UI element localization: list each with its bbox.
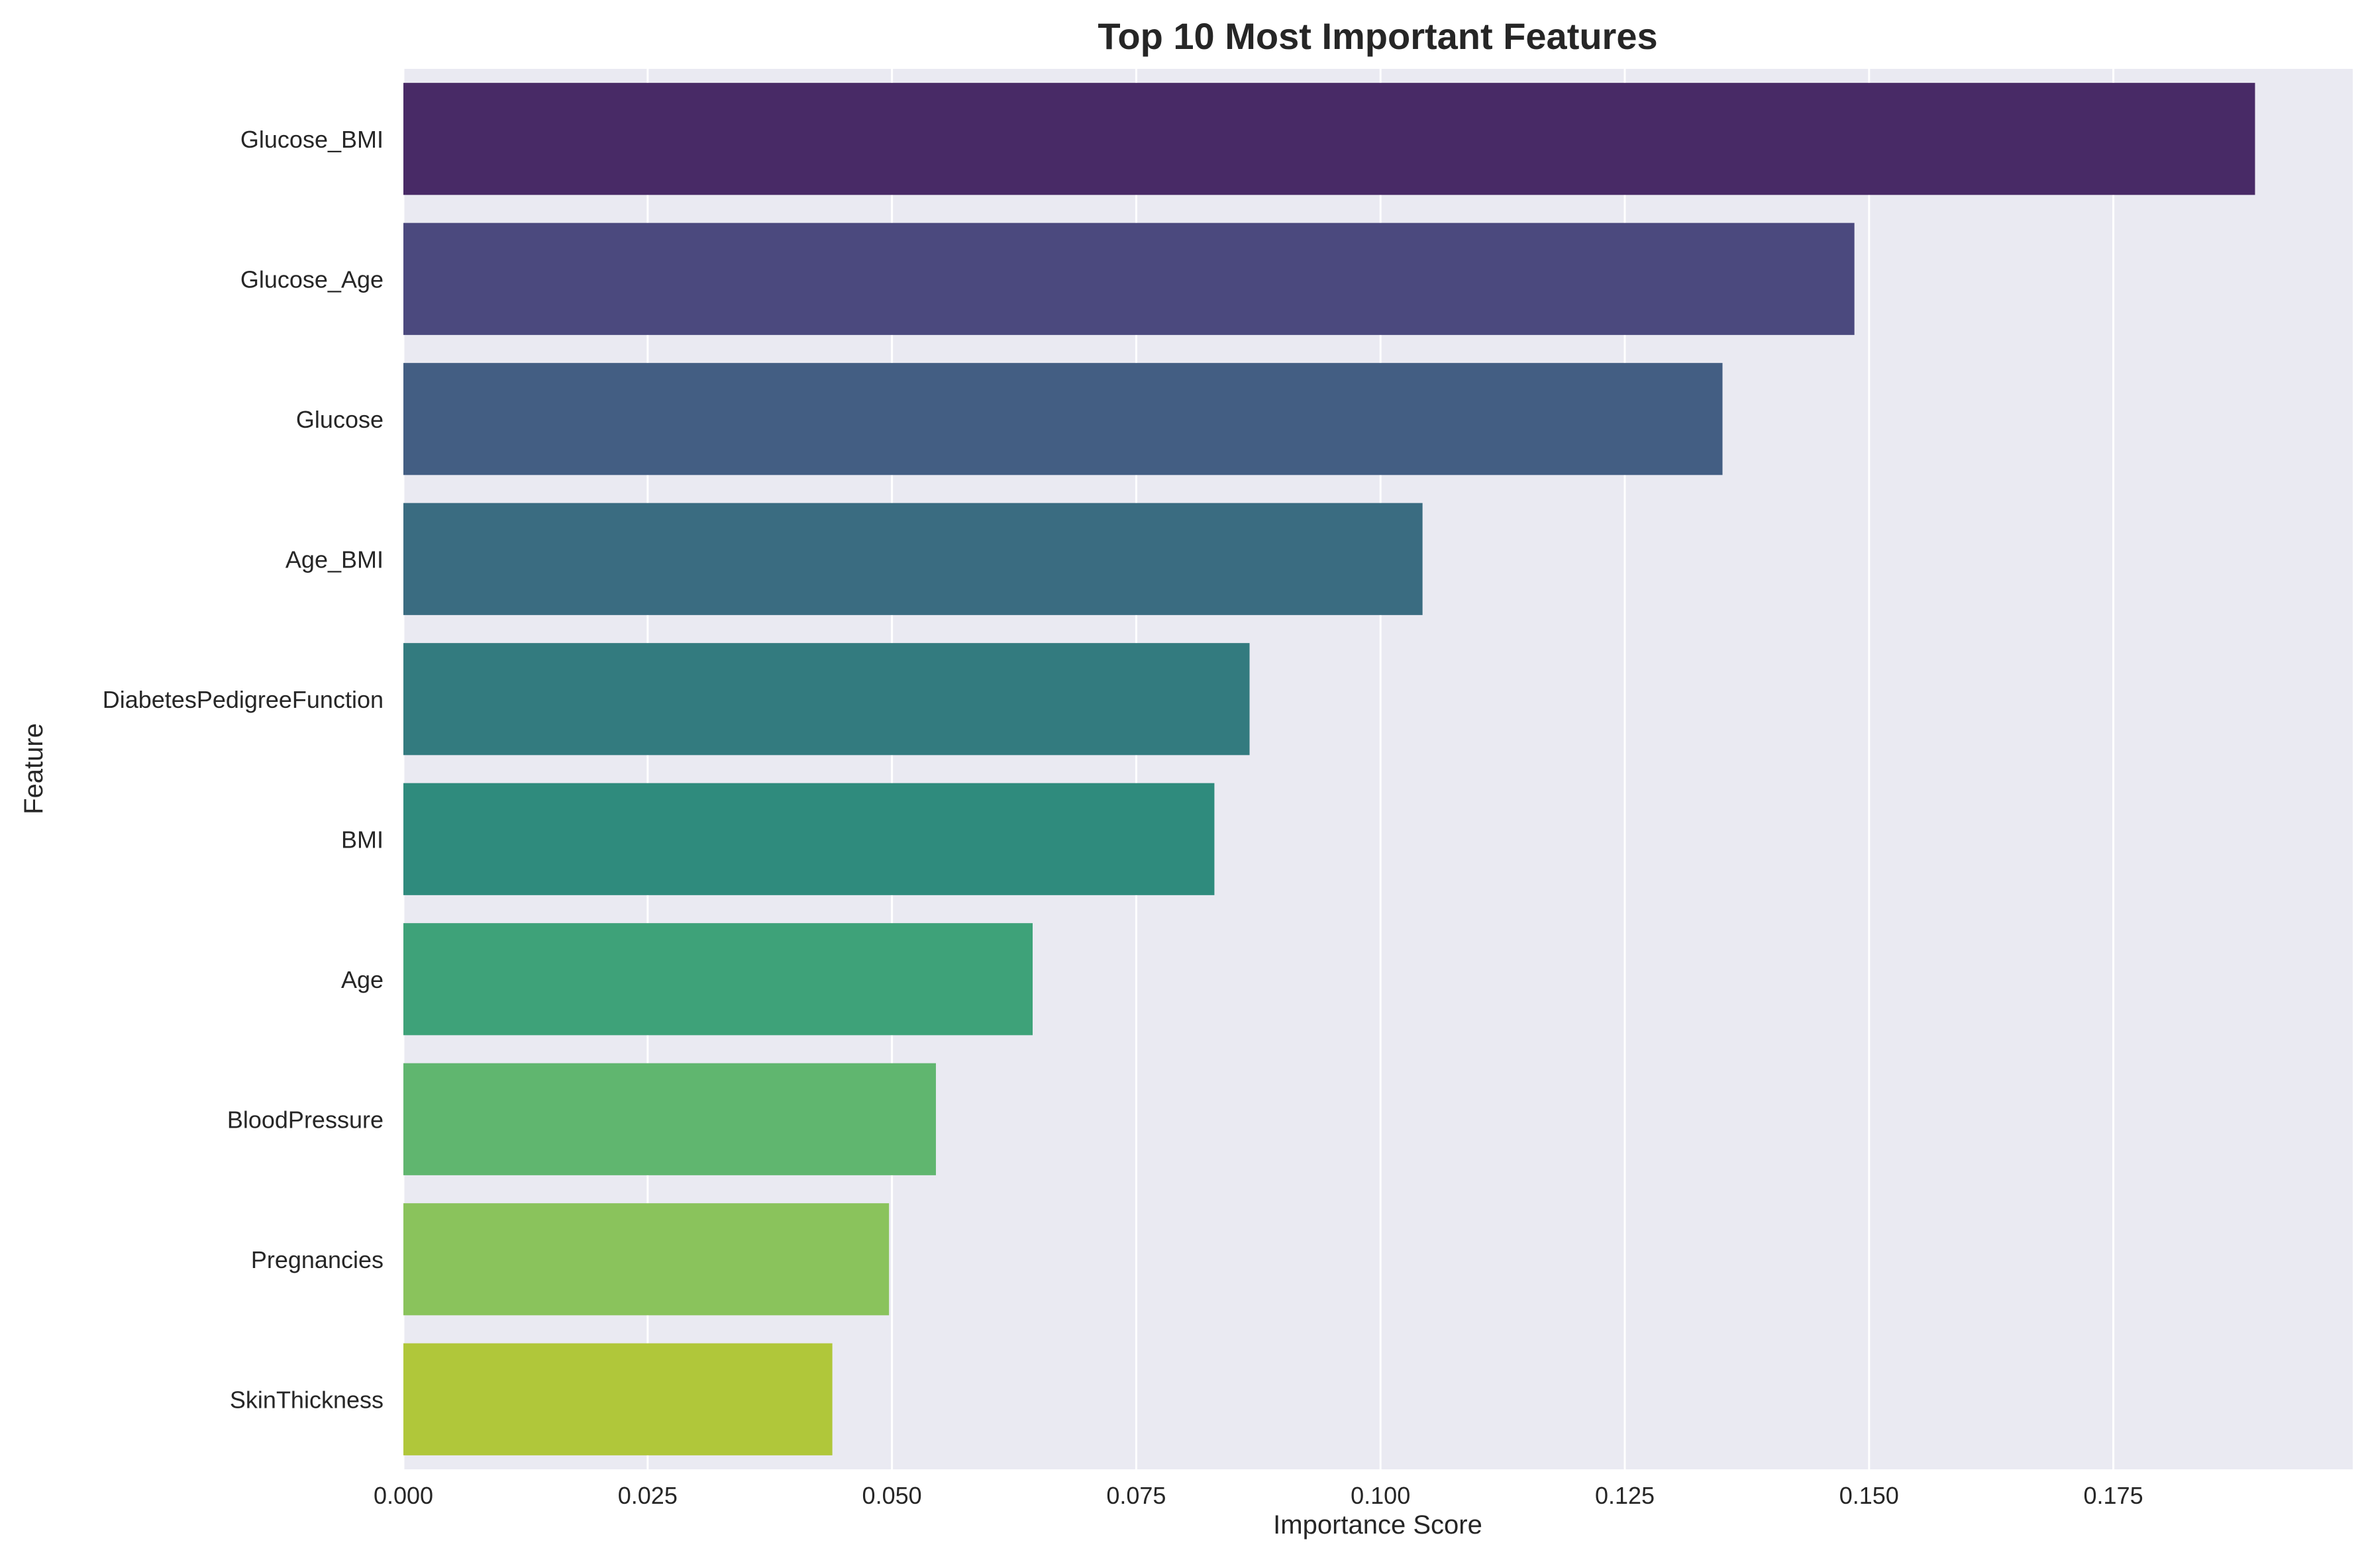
x-tick-label: 0.125 <box>1595 1482 1655 1509</box>
x-tick-label: 0.175 <box>2084 1482 2143 1509</box>
bar <box>403 1063 936 1175</box>
bar <box>403 923 1033 1036</box>
x-tick-label: 0.150 <box>1839 1482 1899 1509</box>
y-tick-label: BloodPressure <box>227 1106 384 1133</box>
bar <box>403 1203 890 1316</box>
bar <box>403 503 1423 615</box>
y-tick-label: Glucose_BMI <box>240 126 384 153</box>
chart-title: Top 10 Most Important Features <box>1098 15 1657 57</box>
bar <box>403 783 1215 895</box>
y-tick-label: Age_BMI <box>285 546 384 573</box>
y-tick-label: Pregnancies <box>251 1246 384 1273</box>
y-tick-label: SkinThickness <box>230 1386 384 1413</box>
y-tick-label: Glucose_Age <box>240 266 384 293</box>
y-tick-label: BMI <box>341 826 384 853</box>
bar <box>403 83 2255 195</box>
bar <box>403 222 1855 335</box>
x-axis-label: Importance Score <box>1273 1510 1482 1540</box>
x-tick-label: 0.050 <box>862 1482 922 1509</box>
bar <box>403 1343 833 1455</box>
y-tick-label: Glucose <box>296 406 384 433</box>
x-tick-label: 0.100 <box>1351 1482 1410 1509</box>
x-tick-label: 0.000 <box>374 1482 433 1509</box>
y-tick-label: Age <box>341 966 384 993</box>
x-tick-label: 0.025 <box>618 1482 678 1509</box>
y-axis-label: Feature <box>19 723 48 814</box>
bar <box>403 363 1723 475</box>
bar <box>403 643 1250 756</box>
x-tick-label: 0.075 <box>1106 1482 1166 1509</box>
y-tick-label: DiabetesPedigreeFunction <box>103 686 384 713</box>
